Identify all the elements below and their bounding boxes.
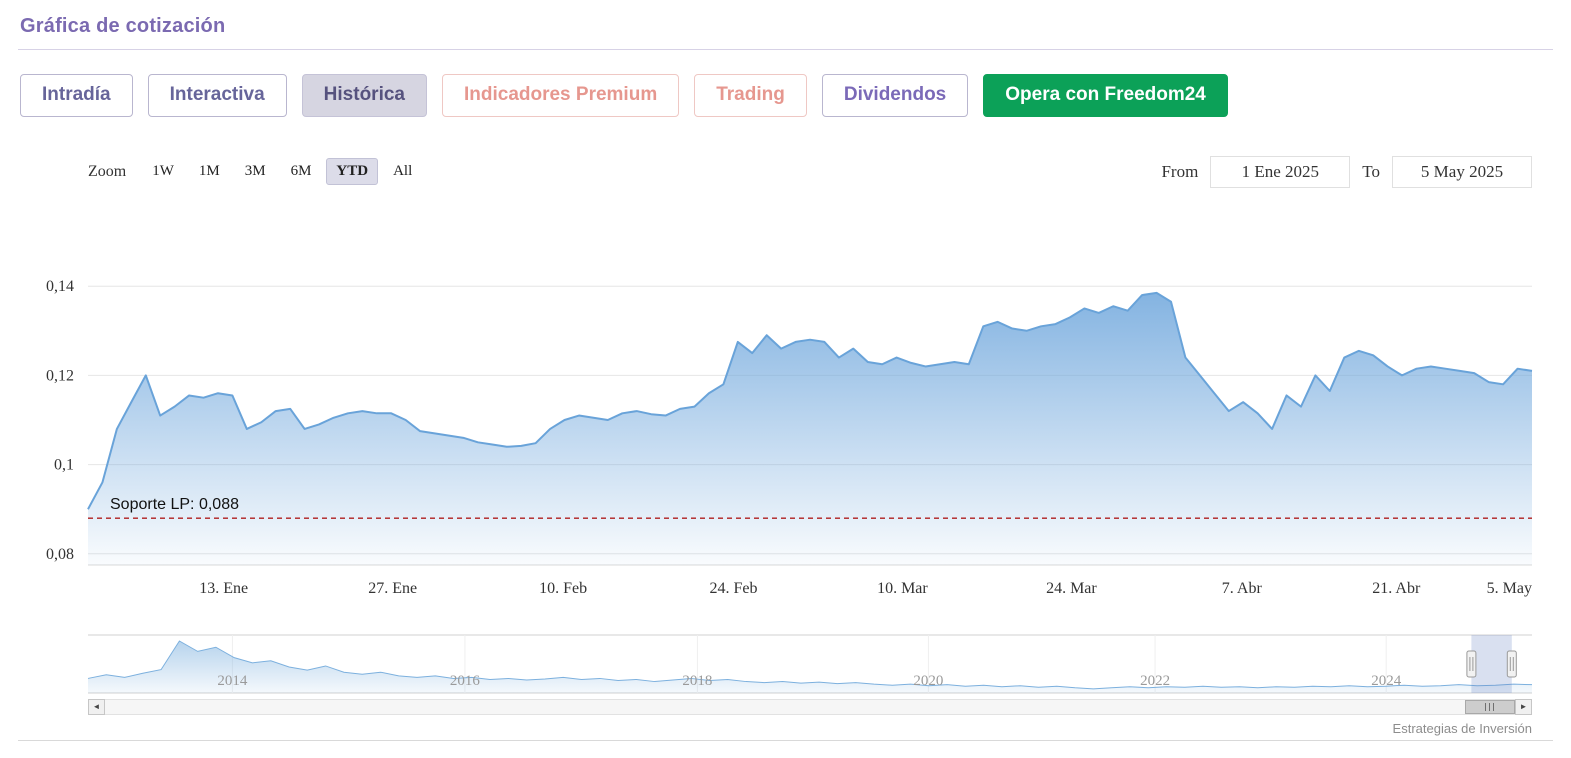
x-axis-label: 7. Abr	[1222, 580, 1263, 597]
tab-indicadores-premium[interactable]: Indicadores Premium	[441, 74, 680, 117]
x-axis-label: 5. May	[1487, 580, 1532, 597]
zoom-button-3m[interactable]: 3M	[235, 158, 276, 185]
navigator-year-label: 2018	[682, 673, 712, 689]
y-axis-label: 0,1	[54, 456, 74, 473]
x-axis-label: 13. Ene	[199, 580, 248, 597]
zoom-button-all[interactable]: All	[383, 158, 422, 185]
x-axis-label: 24. Feb	[710, 580, 758, 597]
navigator-year-label: 2024	[1371, 673, 1402, 689]
bottom-divider	[18, 739, 1553, 741]
to-label: To	[1362, 161, 1380, 181]
scrollbar-right-arrow-button[interactable]: ►	[1515, 698, 1532, 715]
price-area-fill	[88, 292, 1532, 565]
main-price-chart[interactable]: 0,14 0,12 0,1 0,08 13. Ene 27. Ene 10. Feb 24. …	[0, 217, 1571, 599]
navigator-chart[interactable]: 2014 2016 2018 2020 2022 2024	[0, 633, 1571, 697]
scrollbar-thumb[interactable]	[1465, 699, 1515, 714]
navigator-year-label: 2020	[913, 673, 943, 689]
credit-text: Estrategias de Inversión	[1392, 720, 1532, 736]
x-axis-label: 10. Mar	[877, 580, 928, 597]
range-selector-row: Zoom 1W 1M 3M 6M YTD All From 1 Ene 2025 To 5…	[0, 155, 1571, 189]
chart-tabs: Intradía Interactiva Histórica Indicadores …	[0, 50, 1571, 117]
tab-intradia[interactable]: Intradía	[20, 74, 133, 117]
tab-historica[interactable]: Histórica	[301, 74, 427, 117]
navigator-right-handle[interactable]	[1506, 650, 1517, 678]
x-axis-label: 21. Abr	[1372, 580, 1421, 597]
y-axis-label: 0,12	[46, 367, 74, 384]
zoom-label: Zoom	[88, 162, 127, 180]
zoom-button-6m[interactable]: 6M	[281, 158, 322, 185]
grip-icon	[1485, 702, 1495, 711]
zoom-buttons: 1W 1M 3M 6M YTD All	[142, 158, 422, 186]
zoom-group: Zoom 1W 1M 3M 6M YTD All	[88, 158, 422, 186]
navigator-year-label: 2014	[217, 673, 248, 689]
navigator-year-label: 2016	[450, 673, 481, 689]
navigator-year-label: 2022	[1140, 673, 1170, 689]
tab-interactiva[interactable]: Interactiva	[147, 74, 287, 117]
zoom-button-ytd[interactable]: YTD	[326, 158, 379, 186]
y-axis-label: 0,08	[46, 546, 74, 563]
chart-scrollbar: ◄ ►	[88, 698, 1532, 715]
navigator-line-series	[87, 640, 1533, 690]
date-range-group: From 1 Ene 2025 To 5 May 2025	[1161, 155, 1532, 188]
from-label: From	[1161, 161, 1199, 181]
tab-trading[interactable]: Trading	[694, 74, 807, 117]
x-axis-label: 10. Feb	[539, 580, 587, 597]
to-date-input[interactable]: 5 May 2025	[1392, 155, 1532, 188]
navigator-left-handle[interactable]	[1466, 650, 1477, 678]
x-axis-label: 24. Mar	[1046, 580, 1097, 597]
header: Gráfica de cotización	[18, 0, 1553, 50]
page-title: Gráfica de cotización	[20, 15, 226, 37]
x-axis-label: 27. Ene	[368, 580, 417, 597]
navigator-area-fill	[88, 640, 1532, 693]
y-axis-label: 0,14	[46, 278, 74, 295]
price-line-series[interactable]	[87, 291, 1533, 510]
navigator-selected-range[interactable]	[1471, 634, 1512, 693]
from-date-input[interactable]: 1 Ene 2025	[1210, 155, 1351, 188]
zoom-button-1w[interactable]: 1W	[142, 158, 184, 185]
tab-opera-con-freedom24[interactable]: Opera con Freedom24	[983, 74, 1228, 117]
scrollbar-left-arrow-button[interactable]: ◄	[88, 698, 105, 715]
zoom-button-1m[interactable]: 1M	[189, 158, 230, 185]
scrollbar-track[interactable]	[105, 698, 1515, 715]
tab-dividendos[interactable]: Dividendos	[821, 74, 969, 117]
support-plot-line-label: Soporte LP: 0,088	[110, 496, 239, 513]
